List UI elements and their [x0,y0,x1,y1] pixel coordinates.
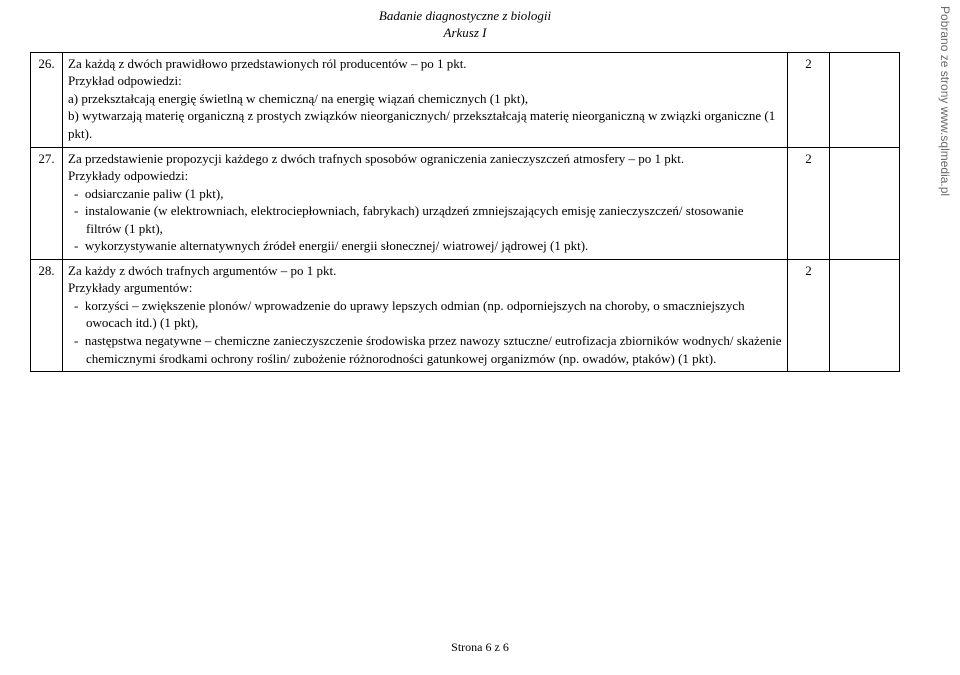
row-content: Za przedstawienie propozycji każdego z d… [63,147,788,259]
row-points: 2 [788,52,830,147]
row-main-text: Za przedstawienie propozycji każdego z d… [68,150,782,168]
row-number: 26. [31,52,63,147]
list-item: - odsiarczanie paliw (1 pkt), [68,185,782,203]
page-footer: Strona 6 z 6 [0,640,960,655]
header-title-2: Arkusz I [30,25,900,42]
row-content: Za każdy z dwóch trafnych argumentów – p… [63,259,788,371]
table-row: 28. Za każdy z dwóch trafnych argumentów… [31,259,900,371]
list-item-text: wykorzystywanie alternatywnych źródeł en… [85,238,588,253]
row-sub-text: Przykład odpowiedzi: [68,72,782,90]
row-content: Za każdą z dwóch prawidłowo przedstawion… [63,52,788,147]
row-sub-text: Przykłady argumentów: [68,279,782,297]
list-item-text: odsiarczanie paliw (1 pkt), [85,186,224,201]
list-item-text: korzyści – zwiększenie plonów/ wprowadze… [85,298,745,331]
row-body-text: a) przekształcają energię świetlną w che… [68,90,782,143]
list-item: - instalowanie (w elektrowniach, elektro… [68,202,782,237]
row-number: 28. [31,259,63,371]
table-row: 26. Za każdą z dwóch prawidłowo przedsta… [31,52,900,147]
page-header: Badanie diagnostyczne z biologii Arkusz … [30,8,900,42]
list-item: - korzyści – zwiększenie plonów/ wprowad… [68,297,782,332]
watermark-side: Pobrano ze strony www.sqlmedia.pl [938,6,952,196]
answer-key-table: 26. Za każdą z dwóch prawidłowo przedsta… [30,52,900,372]
table-row: 27. Za przedstawienie propozycji każdego… [31,147,900,259]
list-item: - następstwa negatywne – chemiczne zanie… [68,332,782,367]
row-main-text: Za każdą z dwóch prawidłowo przedstawion… [68,55,782,73]
row-number: 27. [31,147,63,259]
row-empty [830,147,900,259]
row-empty [830,259,900,371]
list-item: - wykorzystywanie alternatywnych źródeł … [68,237,782,255]
row-points: 2 [788,147,830,259]
row-points: 2 [788,259,830,371]
row-empty [830,52,900,147]
list-item-text: następstwa negatywne – chemiczne zaniecz… [85,333,782,366]
row-main-text: Za każdy z dwóch trafnych argumentów – p… [68,262,782,280]
list-item-text: instalowanie (w elektrowniach, elektroci… [85,203,744,236]
header-title-1: Badanie diagnostyczne z biologii [30,8,900,25]
row-sub-text: Przykłady odpowiedzi: [68,167,782,185]
